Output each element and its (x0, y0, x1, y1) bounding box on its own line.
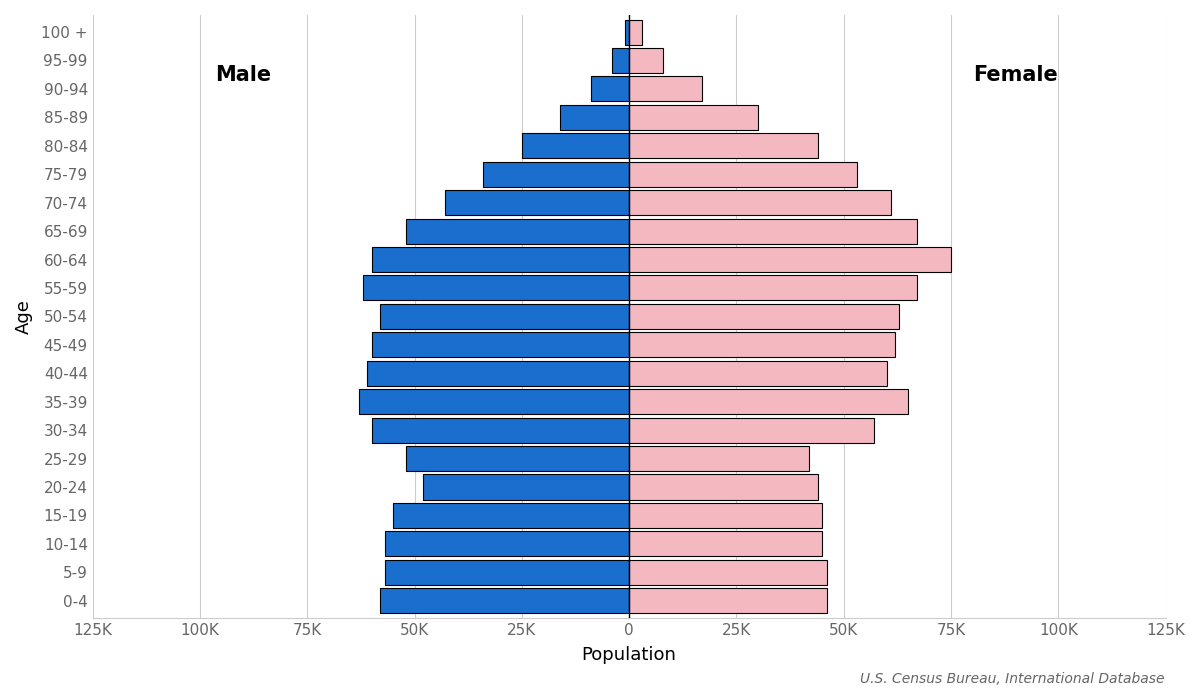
Bar (629, 105, 758, 130)
Bar (394, 503, 629, 528)
Bar (629, 389, 908, 414)
Bar (484, 162, 629, 187)
Bar (612, 48, 629, 73)
Bar (364, 276, 629, 300)
Bar (629, 247, 950, 272)
Bar (384, 531, 629, 556)
Bar (629, 304, 900, 329)
Bar (424, 475, 629, 500)
Bar (522, 133, 629, 158)
Bar (560, 105, 629, 130)
Bar (359, 389, 629, 414)
Bar (629, 503, 822, 528)
Bar (629, 133, 818, 158)
Text: Female: Female (973, 64, 1057, 85)
Y-axis label: Age: Age (14, 299, 34, 334)
Bar (629, 360, 887, 386)
Bar (380, 588, 629, 613)
Bar (372, 332, 629, 357)
Bar (372, 418, 629, 442)
X-axis label: Population: Population (582, 646, 677, 664)
Bar (629, 475, 818, 500)
Bar (629, 48, 664, 73)
Bar (625, 20, 629, 45)
Bar (406, 446, 629, 471)
Bar (629, 332, 895, 357)
Bar (629, 218, 917, 244)
Text: Male: Male (215, 64, 271, 85)
Bar (380, 304, 629, 329)
Bar (372, 247, 629, 272)
Bar (629, 20, 642, 45)
Bar (444, 190, 629, 215)
Bar (629, 276, 917, 300)
Bar (629, 418, 874, 442)
Bar (629, 446, 809, 471)
Text: U.S. Census Bureau, International Database: U.S. Census Bureau, International Databa… (859, 672, 1164, 686)
Bar (629, 76, 702, 101)
Bar (629, 190, 890, 215)
Bar (629, 588, 827, 613)
Bar (367, 360, 629, 386)
Bar (384, 560, 629, 584)
Bar (629, 531, 822, 556)
Bar (629, 162, 857, 187)
Bar (590, 76, 629, 101)
Bar (406, 218, 629, 244)
Bar (629, 560, 827, 584)
